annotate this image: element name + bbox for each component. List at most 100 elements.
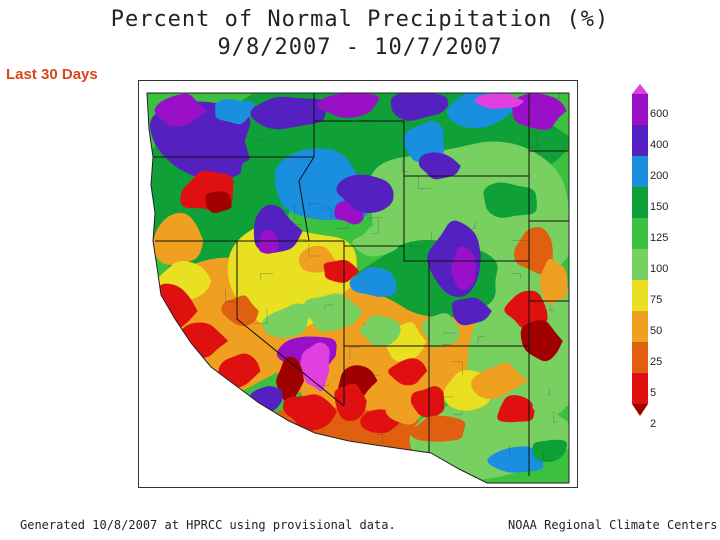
county-border [545,334,549,345]
county-border [543,452,553,461]
precip-region [532,439,568,463]
legend-bottom-arrow [632,404,648,416]
precip-region [403,121,445,163]
county-border [450,309,463,311]
county-border [509,445,512,455]
legend-label: 600 [650,108,669,120]
precip-region [303,293,363,332]
precip-region [513,227,553,275]
legend-swatch [632,156,648,187]
county-border [402,158,409,172]
precip-region [512,93,567,130]
coastline [146,92,570,484]
legend-swatch [632,311,648,342]
county-border [365,375,380,387]
legend-top-arrow [632,84,648,94]
county-border [377,434,383,444]
county-border [254,308,268,324]
legend-label: 150 [650,201,669,213]
county-border [179,155,195,161]
county-border [431,232,444,242]
legend-label: 75 [650,294,663,306]
precip-region [539,258,568,305]
county-border [413,93,422,100]
county-border [510,273,521,280]
county-border [471,221,476,229]
legend-label: 100 [650,263,669,275]
legend-label: 2 [650,418,657,430]
precip-region [483,182,537,218]
legend-label: 125 [650,232,669,244]
precip-region [422,313,460,348]
precip-region [532,385,568,415]
precip-region [262,303,312,338]
county-border [291,205,295,221]
legend-swatch [632,187,648,218]
county-border [547,388,550,396]
precip-region [250,96,326,130]
county-border [410,243,423,247]
county-border [324,304,334,310]
precip-region [497,395,535,423]
state-border [344,245,430,346]
county-border [549,304,555,311]
precip-region [349,267,397,298]
county-border [289,389,301,400]
land-area [147,93,569,483]
county-border [556,112,559,121]
county-border [372,219,379,234]
precip-region [520,320,563,362]
county-border [477,336,485,344]
precip-region [258,229,279,254]
county-border [260,273,274,281]
precipitation-map [138,80,578,488]
precip-region [336,174,394,214]
precip-blobs [147,93,569,480]
county-border [548,93,560,99]
county-border [553,411,557,423]
precip-region [240,158,276,187]
precip-region [323,259,360,283]
county-border [199,128,212,141]
county-border [349,347,360,361]
county-border [511,198,513,202]
legend-swatch [632,249,648,280]
county-border [225,288,235,302]
precip-region [410,415,466,442]
legend-label: 25 [650,356,663,368]
precip-region [390,93,448,121]
county-border [418,174,431,189]
county-border [526,99,534,101]
legend-swatch [632,373,648,404]
precip-region [418,152,461,180]
county-border [257,112,259,123]
county-border [442,332,455,334]
county-border [199,332,206,343]
county-border [293,239,307,243]
state-border [236,241,345,407]
legend-bar [632,84,648,416]
county-border [308,243,320,257]
color-legend: 600 400 200 150 125 100 75 50 25 5 2 [630,84,710,456]
state-border [298,93,344,242]
county-border [441,396,453,409]
county-border [512,240,526,242]
county-border [530,132,538,148]
precip-region [221,295,259,327]
county-border [362,115,374,121]
legend-label: 50 [650,325,663,337]
precip-region [205,191,232,214]
county-border [452,361,463,376]
legend-swatch [632,342,648,373]
precip-region [215,98,255,125]
precip-region [451,246,476,291]
footer-generated: Generated 10/8/2007 at HPRCC using provi… [20,518,396,532]
period-label: Last 30 Days [6,66,98,83]
precip-region [218,353,261,388]
county-border [335,220,349,229]
precip-region [153,212,204,266]
legend-swatch [632,94,648,125]
county-border [316,382,329,386]
precip-region [474,93,525,109]
precip-region [410,386,445,418]
